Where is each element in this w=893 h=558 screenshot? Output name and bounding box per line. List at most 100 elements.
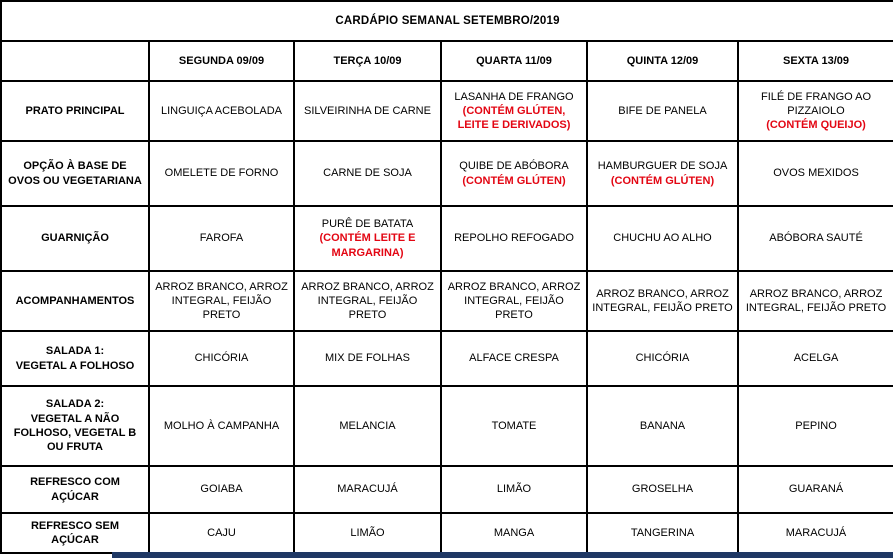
menu-cell: CHUCHU AO ALHO	[586, 205, 739, 272]
day-header-tuesday: TERÇA 10/09	[293, 40, 442, 82]
menu-cell: MIX DE FOLHAS	[293, 330, 442, 387]
table-row-refresco-com-acucar: REFRESCO COM AÇÚCAR GOIABA MARACUJÁ LIMÃ…	[0, 465, 893, 514]
table-row-salada-1: SALADA 1: VEGETAL A FOLHOSO CHICÓRIA MIX…	[0, 330, 893, 387]
dish-name: MOLHO À CAMPANHA	[163, 419, 280, 432]
allergen-note: (CONTÉM GLÚTEN)	[610, 174, 715, 187]
table-row-refresco-sem-acucar: REFRESCO SEM AÇÚCAR CAJU LIMÃO MANGA TAN…	[0, 512, 893, 554]
dish-name: MIX DE FOLHAS	[325, 352, 410, 365]
menu-cell: OMELETE DE FORNO	[148, 140, 295, 207]
menu-cell: BANANA	[586, 385, 739, 467]
table-title: CARDÁPIO SEMANAL SETEMBRO/2019	[0, 0, 893, 42]
dish-name: BANANA	[639, 419, 686, 432]
dish-name: TANGERINA	[630, 526, 695, 539]
menu-cell: OVOS MEXIDOS	[736, 140, 893, 207]
dish-name: PURÊ DE BATATA	[321, 218, 414, 231]
menu-cell: QUIBE DE ABÓBORA (CONTÉM GLÚTEN)	[440, 140, 588, 207]
next-row-partial-strip	[112, 552, 893, 558]
day-header-thursday: QUINTA 12/09	[586, 40, 739, 82]
dish-name: ACELGA	[793, 352, 839, 365]
dish-name: ARROZ BRANCO, ARROZ INTEGRAL, FEIJÃO PRE…	[301, 280, 434, 322]
menu-cell: LIMÃO	[440, 465, 588, 514]
dish-name: MARACUJÁ	[337, 483, 398, 496]
dish-name: PEPINO	[795, 419, 837, 432]
dish-name: CHICÓRIA	[635, 352, 690, 365]
menu-cell: CHICÓRIA	[586, 330, 739, 387]
dish-name: CARNE DE SOJA	[323, 167, 412, 180]
menu-cell: MANGA	[440, 512, 588, 554]
menu-cell: ACELGA	[736, 330, 893, 387]
dish-name: ARROZ BRANCO, ARROZ INTEGRAL, FEIJÃO PRE…	[447, 280, 581, 322]
row-label: GUARNIÇÃO	[0, 205, 150, 272]
menu-cell: MELANCIA	[293, 385, 442, 467]
menu-cell: ABÓBORA SAUTÉ	[736, 205, 893, 272]
menu-cell: REPOLHO REFOGADO	[440, 205, 588, 272]
row-label: REFRESCO SEM AÇÚCAR	[0, 512, 150, 554]
dish-name: LIMÃO	[496, 483, 532, 496]
dish-name: MANGA	[493, 526, 535, 539]
day-header-friday: SEXTA 13/09	[736, 40, 893, 82]
row-label: SALADA 1: VEGETAL A FOLHOSO	[0, 330, 150, 387]
allergen-note: (CONTÉM GLÚTEN)	[462, 174, 566, 187]
menu-cell: ALFACE CRESPA	[440, 330, 588, 387]
menu-cell: CARNE DE SOJA	[293, 140, 442, 207]
dish-name: QUIBE DE ABÓBORA	[459, 160, 569, 173]
day-header-wednesday: QUARTA 11/09	[440, 40, 588, 82]
menu-cell: FILÉ DE FRANGO AO PIZZAIOLO (CONTÉM QUEIJ…	[736, 80, 893, 142]
menu-cell: MARACUJÁ	[736, 512, 893, 554]
menu-cell: ARROZ BRANCO, ARROZ INTEGRAL, FEIJÃO PRE…	[736, 270, 893, 332]
menu-cell: ARROZ BRANCO, ARROZ INTEGRAL, FEIJÃO PRE…	[586, 270, 739, 332]
menu-cell: GROSELHA	[586, 465, 739, 514]
menu-cell: CAJU	[148, 512, 295, 554]
day-header-monday: SEGUNDA 09/09	[148, 40, 295, 82]
table-row-acompanhamentos: ACOMPANHAMENTOS ARROZ BRANCO, ARROZ INTE…	[0, 270, 893, 332]
menu-cell: CHICÓRIA	[148, 330, 295, 387]
dish-name: FAROFA	[199, 232, 244, 245]
menu-cell: GOIABA	[148, 465, 295, 514]
table-row-opcao-vegetariana: OPÇÃO À BASE DE OVOS OU VEGETARIANA OMEL…	[0, 140, 893, 207]
menu-cell: LIMÃO	[293, 512, 442, 554]
menu-cell: HAMBURGUER DE SOJA (CONTÉM GLÚTEN)	[586, 140, 739, 207]
dish-name: FILÉ DE FRANGO AO PIZZAIOLO	[761, 90, 872, 117]
row-label: OPÇÃO À BASE DE OVOS OU VEGETARIANA	[0, 140, 150, 207]
menu-cell: TANGERINA	[586, 512, 739, 554]
menu-cell: MOLHO À CAMPANHA	[148, 385, 295, 467]
menu-cell: PEPINO	[736, 385, 893, 467]
row-label: ACOMPANHAMENTOS	[0, 270, 150, 332]
dish-name: LINGUIÇA ACEBOLADA	[160, 104, 283, 117]
menu-cell: TOMATE	[440, 385, 588, 467]
menu-cell: GUARANÁ	[736, 465, 893, 514]
dish-name: BIFE DE PANELA	[618, 104, 707, 117]
dish-name: ARROZ BRANCO, ARROZ INTEGRAL, FEIJÃO PRE…	[155, 280, 288, 322]
menu-cell: LINGUIÇA ACEBOLADA	[148, 80, 295, 142]
dish-name: LASANHA DE FRANGO	[454, 90, 574, 103]
row-label: SALADA 2: VEGETAL A NÃO FOLHOSO, VEGETAL…	[0, 385, 150, 467]
dish-name: HAMBURGUER DE SOJA	[597, 160, 728, 173]
allergen-note: (CONTÉM GLÚTEN, LEITE E DERIVADOS)	[457, 104, 571, 132]
menu-cell: FAROFA	[148, 205, 295, 272]
dish-name: CHUCHU AO ALHO	[613, 232, 712, 245]
row-label: PRATO PRINCIPAL	[0, 80, 150, 142]
menu-cell: SILVEIRINHA DE CARNE	[293, 80, 442, 142]
dish-name: MARACUJÁ	[785, 526, 847, 539]
dish-name: LIMÃO	[350, 526, 385, 539]
dish-name: GOIABA	[200, 483, 243, 496]
menu-cell: PURÊ DE BATATA (CONTÉM LEITE E MARGARINA)	[293, 205, 442, 272]
dish-name: ARROZ BRANCO, ARROZ INTEGRAL, FEIJÃO PRE…	[592, 287, 733, 314]
dish-name: GUARANÁ	[788, 483, 844, 496]
corner-cell	[0, 40, 150, 82]
dish-name: ARROZ BRANCO, ARROZ INTEGRAL, FEIJÃO PRE…	[745, 287, 887, 314]
menu-cell: BIFE DE PANELA	[586, 80, 739, 142]
allergen-note: (CONTÉM QUEIJO)	[766, 119, 866, 132]
dish-name: CHICÓRIA	[194, 352, 249, 365]
dish-name: OVOS MEXIDOS	[773, 167, 859, 180]
menu-cell: LASANHA DE FRANGO (CONTÉM GLÚTEN, LEITE E…	[440, 80, 588, 142]
dish-name: TOMATE	[491, 419, 537, 432]
row-label: REFRESCO COM AÇÚCAR	[0, 465, 150, 514]
dish-name: GROSELHA	[631, 483, 694, 496]
menu-cell: ARROZ BRANCO, ARROZ INTEGRAL, FEIJÃO PRE…	[440, 270, 588, 332]
dish-name: OMELETE DE FORNO	[164, 167, 279, 180]
dish-name: SILVEIRINHA DE CARNE	[304, 104, 431, 117]
menu-cell: ARROZ BRANCO, ARROZ INTEGRAL, FEIJÃO PRE…	[293, 270, 442, 332]
